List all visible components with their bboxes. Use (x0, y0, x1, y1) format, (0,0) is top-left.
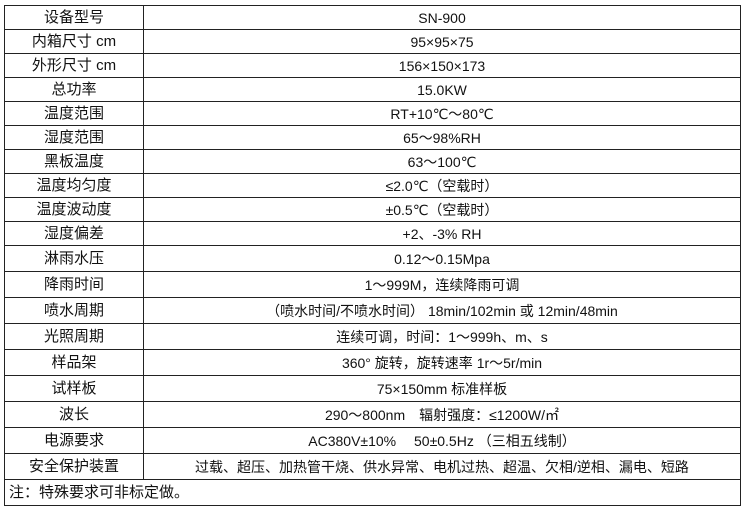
spec-value: 95×95×75 (143, 29, 741, 54)
spec-row: 温度均匀度 ≤2.0℃（空载时） (4, 173, 741, 198)
spec-label: 设备型号 (4, 5, 144, 30)
spec-value: 63～100℃ (143, 149, 741, 174)
spec-row: 淋雨水压 0.12～0.15Mpa (4, 245, 741, 272)
spec-row: 设备型号 SN-900 (4, 5, 741, 30)
spec-row: 温度范围 RT+10℃～80℃ (4, 101, 741, 126)
spec-value: RT+10℃～80℃ (143, 101, 741, 126)
spec-row: 外形尺寸 cm 156×150×173 (4, 53, 741, 78)
spec-value: AC380V±10% 50±0.5Hz （三相五线制） (143, 427, 741, 454)
spec-label: 淋雨水压 (4, 245, 144, 272)
spec-row: 总功率 15.0KW (4, 77, 741, 102)
spec-label: 总功率 (4, 77, 144, 102)
spec-row: 黑板温度 63～100℃ (4, 149, 741, 174)
spec-row: 喷水周期 （喷水时间/不喷水时间） 18min/102min 或 12min/48… (4, 297, 741, 324)
spec-value: 过载、超压、加热管干烧、供水异常、电机过热、超温、欠相/逆相、漏电、短路 (143, 453, 741, 480)
spec-row: 湿度范围 65～98%RH (4, 125, 741, 150)
spec-value: 65～98%RH (143, 125, 741, 150)
spec-value: 156×150×173 (143, 53, 741, 78)
note-text: 注：特殊要求可非标定做。 (4, 479, 741, 506)
spec-value: ±0.5℃（空载时） (143, 197, 741, 222)
spec-label: 黑板温度 (4, 149, 144, 174)
spec-label: 温度均匀度 (4, 173, 144, 198)
spec-value: （喷水时间/不喷水时间） 18min/102min 或 12min/48min (143, 297, 741, 324)
spec-label: 外形尺寸 cm (4, 53, 144, 78)
spec-row: 样品架 360° 旋转，旋转速率 1r～5r/min (4, 349, 741, 376)
spec-value: SN-900 (143, 5, 741, 30)
spec-label: 电源要求 (4, 427, 144, 454)
spec-label: 波长 (4, 401, 144, 428)
spec-label: 温度波动度 (4, 197, 144, 222)
spec-row: 降雨时间 1～999M，连续降雨可调 (4, 271, 741, 298)
spec-value: 360° 旋转，旋转速率 1r～5r/min (143, 349, 741, 376)
spec-label: 安全保护装置 (4, 453, 144, 480)
note-row: 注：特殊要求可非标定做。 (4, 479, 741, 506)
spec-row: 安全保护装置 过载、超压、加热管干烧、供水异常、电机过热、超温、欠相/逆相、漏电、… (4, 453, 741, 480)
spec-row: 电源要求 AC380V±10% 50±0.5Hz （三相五线制） (4, 427, 741, 454)
spec-label: 湿度范围 (4, 125, 144, 150)
spec-label: 样品架 (4, 349, 144, 376)
spec-label: 喷水周期 (4, 297, 144, 324)
spec-value: ≤2.0℃（空载时） (143, 173, 741, 198)
spec-table: 设备型号 SN-900 内箱尺寸 cm 95×95×75 外形尺寸 cm 156×150×… (4, 5, 741, 506)
spec-row: 温度波动度 ±0.5℃（空载时） (4, 197, 741, 222)
spec-value: 15.0KW (143, 77, 741, 102)
spec-row: 试样板 75×150mm 标准样板 (4, 375, 741, 402)
spec-label: 湿度偏差 (4, 221, 144, 246)
spec-label: 温度范围 (4, 101, 144, 126)
spec-value: 0.12～0.15Mpa (143, 245, 741, 272)
spec-row: 湿度偏差 +2、-3% RH (4, 221, 741, 246)
spec-row: 内箱尺寸 cm 95×95×75 (4, 29, 741, 54)
spec-value: 连续可调，时间：1～999h、m、s (143, 323, 741, 350)
spec-value: +2、-3% RH (143, 221, 741, 246)
spec-label: 试样板 (4, 375, 144, 402)
spec-label: 降雨时间 (4, 271, 144, 298)
spec-row: 波长 290～800nm 辐射强度：≤1200W/㎡ (4, 401, 741, 428)
spec-label: 内箱尺寸 cm (4, 29, 144, 54)
spec-label: 光照周期 (4, 323, 144, 350)
spec-value: 290～800nm 辐射强度：≤1200W/㎡ (143, 401, 741, 428)
spec-row: 光照周期 连续可调，时间：1～999h、m、s (4, 323, 741, 350)
spec-value: 1～999M，连续降雨可调 (143, 271, 741, 298)
spec-value: 75×150mm 标准样板 (143, 375, 741, 402)
